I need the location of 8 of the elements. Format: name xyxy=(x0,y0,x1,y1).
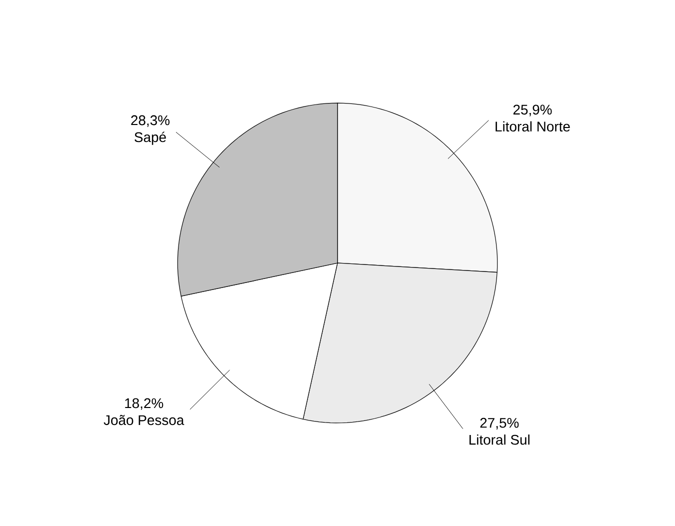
data-label: 27,5% xyxy=(480,418,519,430)
slice-label: Litoral Sul xyxy=(470,434,530,445)
slice-label: João Pessoa xyxy=(104,414,184,426)
slice-label: Sapé xyxy=(134,132,166,145)
data-label: 25,9% xyxy=(513,104,552,116)
data-label: 18,2% xyxy=(125,398,164,410)
data-label: 28,3% xyxy=(131,115,170,127)
slice-label: Litoral Norte xyxy=(496,121,570,132)
